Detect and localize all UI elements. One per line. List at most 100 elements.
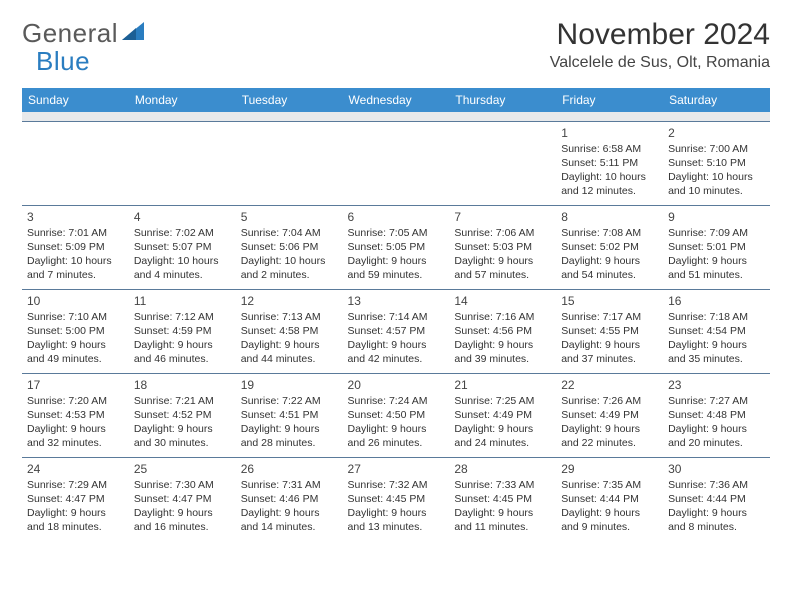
calendar-day-cell: 19Sunrise: 7:22 AMSunset: 4:51 PMDayligh… [236, 373, 343, 457]
sunset-line: Sunset: 4:46 PM [241, 492, 338, 506]
daylight-line: Daylight: 9 hours and 9 minutes. [561, 506, 658, 534]
sunrise-line: Sunrise: 7:21 AM [134, 394, 231, 408]
day-number: 17 [27, 377, 124, 393]
day-number: 14 [454, 293, 551, 309]
sunset-line: Sunset: 4:47 PM [134, 492, 231, 506]
calendar-header-row: SundayMondayTuesdayWednesdayThursdayFrid… [22, 88, 770, 112]
day-number: 26 [241, 461, 338, 477]
daylight-line: Daylight: 9 hours and 57 minutes. [454, 254, 551, 282]
day-header: Sunday [22, 88, 129, 112]
sunrise-line: Sunrise: 7:01 AM [27, 226, 124, 240]
calendar-empty-cell [449, 121, 556, 205]
sunset-line: Sunset: 4:51 PM [241, 408, 338, 422]
calendar-day-cell: 3Sunrise: 7:01 AMSunset: 5:09 PMDaylight… [22, 205, 129, 289]
calendar-day-cell: 26Sunrise: 7:31 AMSunset: 4:46 PMDayligh… [236, 457, 343, 541]
calendar-week-row: 24Sunrise: 7:29 AMSunset: 4:47 PMDayligh… [22, 457, 770, 541]
daylight-line: Daylight: 9 hours and 54 minutes. [561, 254, 658, 282]
sunrise-line: Sunrise: 7:36 AM [668, 478, 765, 492]
sunset-line: Sunset: 4:44 PM [668, 492, 765, 506]
day-number: 7 [454, 209, 551, 225]
sunrise-line: Sunrise: 7:13 AM [241, 310, 338, 324]
sunset-line: Sunset: 4:53 PM [27, 408, 124, 422]
calendar-day-cell: 24Sunrise: 7:29 AMSunset: 4:47 PMDayligh… [22, 457, 129, 541]
brand-logo: General [22, 18, 148, 49]
day-number: 22 [561, 377, 658, 393]
day-number: 24 [27, 461, 124, 477]
sunrise-line: Sunrise: 7:17 AM [561, 310, 658, 324]
day-header: Wednesday [343, 88, 450, 112]
sunrise-line: Sunrise: 7:14 AM [348, 310, 445, 324]
daylight-line: Daylight: 9 hours and 13 minutes. [348, 506, 445, 534]
sunset-line: Sunset: 4:56 PM [454, 324, 551, 338]
day-number: 30 [668, 461, 765, 477]
calendar-empty-cell [343, 121, 450, 205]
calendar-day-cell: 28Sunrise: 7:33 AMSunset: 4:45 PMDayligh… [449, 457, 556, 541]
sunset-line: Sunset: 4:49 PM [561, 408, 658, 422]
sunrise-line: Sunrise: 7:09 AM [668, 226, 765, 240]
calendar-table: SundayMondayTuesdayWednesdayThursdayFrid… [22, 88, 770, 541]
calendar-day-cell: 23Sunrise: 7:27 AMSunset: 4:48 PMDayligh… [663, 373, 770, 457]
calendar-week-row: 17Sunrise: 7:20 AMSunset: 4:53 PMDayligh… [22, 373, 770, 457]
daylight-line: Daylight: 10 hours and 10 minutes. [668, 170, 765, 198]
sunset-line: Sunset: 4:58 PM [241, 324, 338, 338]
calendar-empty-cell [236, 121, 343, 205]
calendar-day-cell: 18Sunrise: 7:21 AMSunset: 4:52 PMDayligh… [129, 373, 236, 457]
sunset-line: Sunset: 5:00 PM [27, 324, 124, 338]
calendar-day-cell: 16Sunrise: 7:18 AMSunset: 4:54 PMDayligh… [663, 289, 770, 373]
calendar-empty-cell [22, 121, 129, 205]
day-header: Thursday [449, 88, 556, 112]
daylight-line: Daylight: 10 hours and 4 minutes. [134, 254, 231, 282]
daylight-line: Daylight: 9 hours and 18 minutes. [27, 506, 124, 534]
sunset-line: Sunset: 4:55 PM [561, 324, 658, 338]
sunrise-line: Sunrise: 7:02 AM [134, 226, 231, 240]
sunset-line: Sunset: 4:52 PM [134, 408, 231, 422]
daylight-line: Daylight: 9 hours and 30 minutes. [134, 422, 231, 450]
sunrise-line: Sunrise: 7:20 AM [27, 394, 124, 408]
sunset-line: Sunset: 5:06 PM [241, 240, 338, 254]
sunset-line: Sunset: 5:07 PM [134, 240, 231, 254]
day-number: 19 [241, 377, 338, 393]
day-number: 18 [134, 377, 231, 393]
sunrise-line: Sunrise: 7:33 AM [454, 478, 551, 492]
day-number: 1 [561, 125, 658, 141]
day-number: 3 [27, 209, 124, 225]
day-header: Saturday [663, 88, 770, 112]
daylight-line: Daylight: 9 hours and 8 minutes. [668, 506, 765, 534]
day-number: 4 [134, 209, 231, 225]
sunrise-line: Sunrise: 7:22 AM [241, 394, 338, 408]
sunset-line: Sunset: 4:54 PM [668, 324, 765, 338]
sunset-line: Sunset: 4:47 PM [27, 492, 124, 506]
daylight-line: Daylight: 9 hours and 59 minutes. [348, 254, 445, 282]
day-number: 29 [561, 461, 658, 477]
daylight-line: Daylight: 9 hours and 32 minutes. [27, 422, 124, 450]
daylight-line: Daylight: 9 hours and 44 minutes. [241, 338, 338, 366]
calendar-week-row: 3Sunrise: 7:01 AMSunset: 5:09 PMDaylight… [22, 205, 770, 289]
sunrise-line: Sunrise: 7:29 AM [27, 478, 124, 492]
sunset-line: Sunset: 4:45 PM [454, 492, 551, 506]
daylight-line: Daylight: 9 hours and 49 minutes. [27, 338, 124, 366]
daylight-line: Daylight: 10 hours and 7 minutes. [27, 254, 124, 282]
sunset-line: Sunset: 4:57 PM [348, 324, 445, 338]
header: General November 2024 Valcelele de Sus, … [22, 18, 770, 72]
calendar-day-cell: 17Sunrise: 7:20 AMSunset: 4:53 PMDayligh… [22, 373, 129, 457]
calendar-day-cell: 9Sunrise: 7:09 AMSunset: 5:01 PMDaylight… [663, 205, 770, 289]
calendar-day-cell: 6Sunrise: 7:05 AMSunset: 5:05 PMDaylight… [343, 205, 450, 289]
sunrise-line: Sunrise: 7:06 AM [454, 226, 551, 240]
calendar-empty-cell [129, 121, 236, 205]
daylight-line: Daylight: 9 hours and 24 minutes. [454, 422, 551, 450]
sunset-line: Sunset: 4:48 PM [668, 408, 765, 422]
day-number: 12 [241, 293, 338, 309]
daylight-line: Daylight: 9 hours and 14 minutes. [241, 506, 338, 534]
sunrise-line: Sunrise: 7:35 AM [561, 478, 658, 492]
day-number: 16 [668, 293, 765, 309]
sunrise-line: Sunrise: 7:30 AM [134, 478, 231, 492]
calendar-day-cell: 21Sunrise: 7:25 AMSunset: 4:49 PMDayligh… [449, 373, 556, 457]
sunrise-line: Sunrise: 7:24 AM [348, 394, 445, 408]
day-number: 5 [241, 209, 338, 225]
calendar-day-cell: 7Sunrise: 7:06 AMSunset: 5:03 PMDaylight… [449, 205, 556, 289]
day-number: 10 [27, 293, 124, 309]
sunrise-line: Sunrise: 7:25 AM [454, 394, 551, 408]
calendar-day-cell: 13Sunrise: 7:14 AMSunset: 4:57 PMDayligh… [343, 289, 450, 373]
brand-text-2: Blue [36, 46, 90, 76]
calendar-day-cell: 22Sunrise: 7:26 AMSunset: 4:49 PMDayligh… [556, 373, 663, 457]
